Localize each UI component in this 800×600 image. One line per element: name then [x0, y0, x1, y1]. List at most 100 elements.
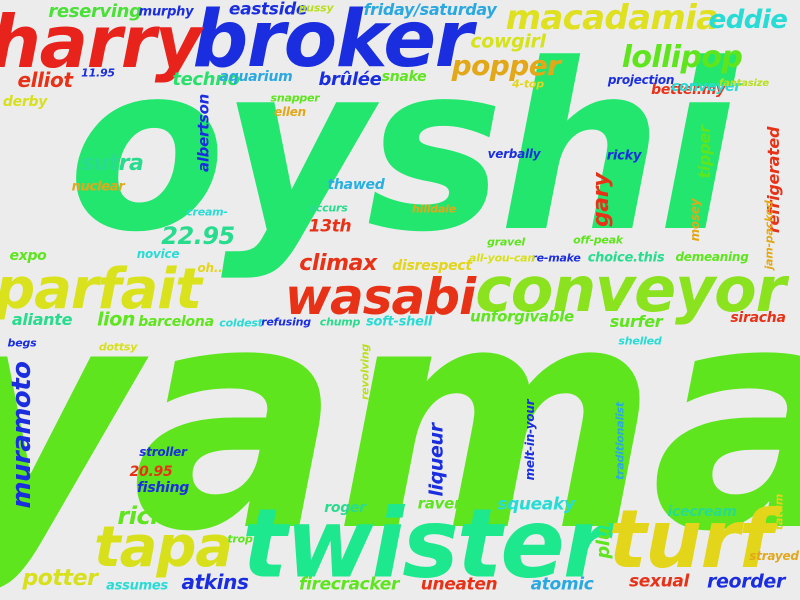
- word-off-peak: off-peak: [573, 233, 623, 247]
- word-elliot: elliot: [17, 68, 73, 92]
- word-aquarium: aquarium: [219, 69, 293, 85]
- word-richard: richard: [117, 502, 211, 530]
- word-all-you-can: all-you-can: [468, 251, 536, 265]
- word-20-95: 20.95: [129, 464, 173, 480]
- word-cream: cream-: [186, 205, 228, 219]
- word-conveyer: conveyer: [671, 79, 741, 95]
- word-atomic: atomic: [530, 574, 594, 595]
- word-sexual: sexual: [629, 571, 689, 592]
- word-albertson: albertson: [194, 94, 213, 172]
- word-pussy: pussy: [298, 1, 334, 15]
- word-lion: lion: [96, 308, 136, 331]
- word-frankie: frankie: [88, 356, 132, 370]
- word-fishing: fishing: [136, 480, 190, 496]
- word-liqueur: liqueur: [425, 423, 448, 497]
- word-broker: broker: [192, 0, 474, 85]
- word-22-95: 22.95: [161, 222, 235, 250]
- word-icecream: icecream: [667, 504, 737, 520]
- word-occurs: occurs: [308, 201, 348, 215]
- word-shelled: shelled: [618, 334, 662, 348]
- word-aliante: aliante: [11, 310, 73, 329]
- word-fantasize: fantasize: [719, 78, 769, 89]
- word-expo: expo: [9, 248, 47, 264]
- word-revolving: revolving: [358, 343, 372, 401]
- word-4-top: 4-top: [512, 77, 544, 91]
- word-soft-shell: soft-shell: [365, 314, 433, 330]
- word-verbally: verbally: [487, 147, 541, 161]
- word-13th: 13th: [308, 216, 352, 237]
- word-twister: twister: [242, 489, 610, 600]
- word-disrespect: disrespect: [392, 258, 472, 274]
- word-brulee: brûlée: [318, 69, 382, 90]
- word-gravel: gravel: [487, 235, 525, 249]
- word-dottsy: dottsy: [98, 340, 138, 354]
- word-projection: projection: [607, 73, 675, 87]
- word-muramoto: muramoto: [7, 361, 37, 509]
- word-squeaky: squeaky: [497, 494, 575, 515]
- word-conveyor: conveyor: [475, 253, 786, 326]
- word-derby: derby: [2, 94, 48, 110]
- word-snake: snake: [381, 69, 427, 85]
- word-cowgirl: cowgirl: [470, 30, 546, 53]
- word-re-make: re-make: [531, 251, 581, 265]
- word-hilldale: hilldale: [412, 202, 456, 216]
- word-mosey: mosey: [688, 198, 702, 242]
- word-lollipop: lollipop: [621, 40, 743, 75]
- word-unforgivable: unforgivable: [470, 307, 574, 326]
- word-atkins: atkins: [181, 570, 249, 594]
- word-nuclear: nuclear: [71, 179, 125, 195]
- word-roger: roger: [324, 500, 366, 516]
- word-snapper: snapper: [270, 91, 320, 105]
- word-turf: turf: [608, 493, 773, 586]
- word-plum: plum: [593, 509, 614, 559]
- word-oyshi: oyshi: [67, 16, 737, 283]
- word-11-95: 11.95: [81, 66, 115, 80]
- word-eddie: eddie: [708, 5, 788, 35]
- word-jam-packed: jam-packed: [762, 200, 776, 270]
- word-reserving: reserving: [48, 1, 142, 22]
- word-assumes: assumes: [106, 578, 168, 594]
- word-wasabi: wasabi: [284, 268, 476, 326]
- word-strayed: strayed: [749, 549, 799, 563]
- word-tatum: tatum: [772, 493, 786, 531]
- word-macadamia: macadamia: [505, 0, 719, 38]
- word-gary: gary: [589, 172, 614, 228]
- word-harry: harry: [0, 0, 202, 84]
- word-tipper: tipper: [695, 125, 714, 179]
- word-novice: novice: [136, 247, 180, 261]
- word-barcelona: barcelona: [138, 314, 214, 330]
- word-raven: raven: [417, 494, 465, 513]
- word-trop: trop: [227, 532, 253, 546]
- word-ellen: ellen: [274, 105, 306, 119]
- word-chump: chump: [319, 315, 361, 329]
- word-murphy: murphy: [138, 4, 194, 20]
- word-demeaning: demeaning: [675, 250, 749, 264]
- word-traditionalist: traditionalist: [613, 402, 627, 480]
- word-stroller: stroller: [139, 445, 187, 459]
- word-parfait: parfait: [0, 257, 202, 322]
- word-uneaten: uneaten: [420, 574, 498, 595]
- word-oh: oh..: [197, 261, 223, 275]
- word-eastside: eastside: [228, 0, 308, 20]
- word-climax: climax: [299, 251, 377, 276]
- word-melt-in-your: melt-in-your: [523, 399, 537, 481]
- word-reorder: reorder: [707, 570, 785, 593]
- word-coldest: coldest: [219, 316, 263, 330]
- word-yama: yama: [0, 239, 800, 600]
- word-surfer: surfer: [609, 312, 663, 331]
- word-popper: popper: [451, 49, 561, 82]
- word-potter: potter: [22, 566, 98, 591]
- word-sutra: sutra: [80, 151, 144, 176]
- word-choice-this: choice.this: [587, 250, 665, 266]
- word-ricky: ricky: [606, 148, 642, 164]
- word-begs: begs: [7, 336, 37, 350]
- word-firecracker: firecracker: [298, 574, 400, 595]
- word-refusing: refusing: [261, 315, 311, 329]
- word-better-my: better.my: [651, 82, 725, 98]
- word-tapa: tapa: [94, 515, 233, 580]
- word-thawed: thawed: [327, 177, 385, 193]
- word-friday-saturday: friday/saturday: [363, 0, 497, 19]
- word-techno: techno: [172, 69, 240, 90]
- word-siracha: siracha: [730, 310, 786, 326]
